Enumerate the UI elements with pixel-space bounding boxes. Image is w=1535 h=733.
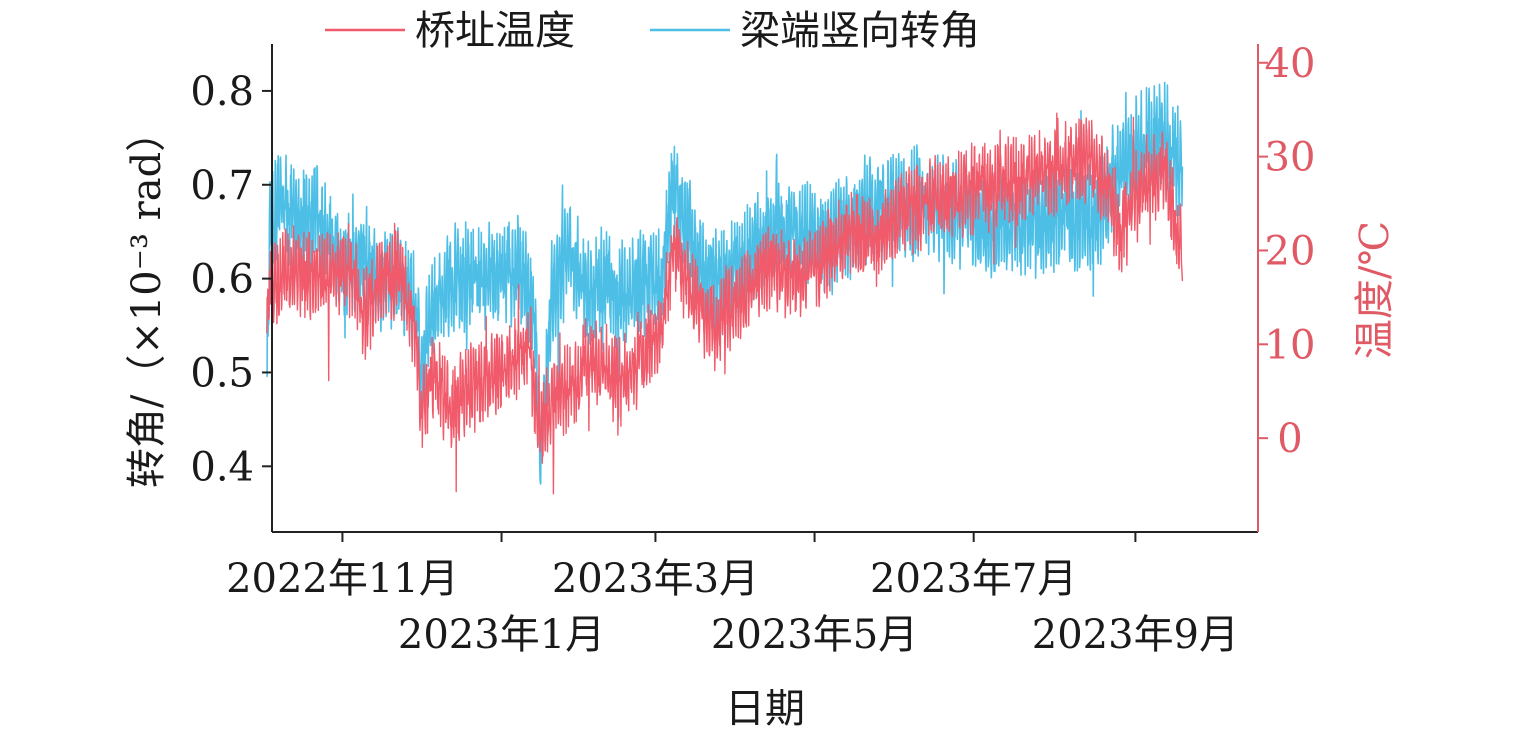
left-tick-label: 0.6 — [190, 257, 254, 303]
series-line-temperature — [266, 112, 1184, 495]
x-tick-label: 2023年7月 — [870, 556, 1077, 602]
legend: 桥址温度 梁端竖向转角 — [325, 8, 980, 54]
left-tick-label: 0.4 — [190, 444, 254, 490]
x-tick-label: 2023年9月 — [1032, 612, 1239, 658]
x-tick-label: 2023年1月 — [398, 612, 605, 658]
x-tick-label: 2022年11月 — [226, 556, 459, 602]
left-axis-ticks: 0.4 0.5 0.6 0.7 0.8 — [190, 69, 272, 490]
y-axis-label-right: 温度/℃ — [1352, 221, 1398, 359]
right-tick-label: 0 — [1277, 416, 1302, 462]
right-tick-label: 40 — [1265, 41, 1316, 87]
right-axis-ticks: 0 10 20 30 40 — [1258, 41, 1315, 462]
left-tick-label: 0.7 — [190, 163, 254, 209]
series-layer — [266, 81, 1184, 495]
right-tick-label: 30 — [1265, 135, 1316, 181]
right-tick-label: 10 — [1265, 322, 1316, 368]
plot-area: 0.4 0.5 0.6 0.7 0.8 0 10 20 30 40 2022年11月 2023年1… — [190, 41, 1315, 658]
x-axis-label: 日期 — [725, 686, 805, 732]
left-tick-label: 0.8 — [190, 69, 254, 115]
legend-label-temperature: 桥址温度 — [415, 8, 575, 54]
right-tick-label: 20 — [1265, 228, 1316, 274]
x-axis-ticks: 2022年11月 2023年1月 2023年3月 2023年5月 2023年7月 2023… — [226, 532, 1239, 658]
left-tick-label: 0.5 — [190, 350, 254, 396]
legend-label-rotation: 梁端竖向转角 — [740, 8, 980, 54]
series-line-rotation — [266, 81, 1184, 485]
x-tick-label: 2023年5月 — [711, 612, 918, 658]
y-axis-label-left: 转角/（×10⁻³ rad） — [124, 112, 170, 488]
x-tick-label: 2023年3月 — [552, 556, 759, 602]
